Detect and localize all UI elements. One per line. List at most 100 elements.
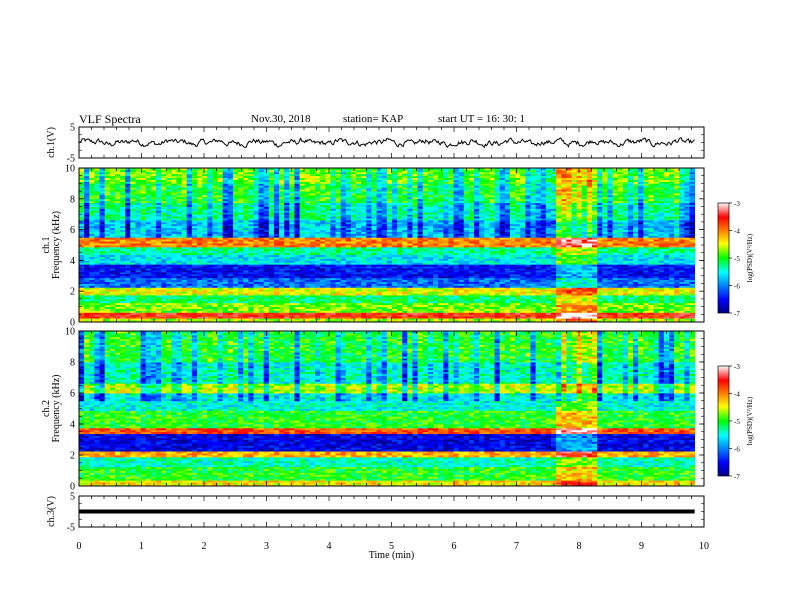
spectrogram-cell <box>161 168 167 171</box>
spectrogram-cell <box>89 181 95 184</box>
spectrogram-cell <box>145 204 152 207</box>
spectrogram-cell <box>166 223 172 227</box>
spectrogram-cell <box>125 241 131 244</box>
spectrogram-cell <box>79 179 85 182</box>
spectrogram-cell <box>161 175 167 179</box>
spectrogram-cell <box>114 223 121 227</box>
spectrogram-cell <box>150 287 157 290</box>
spectrogram-cell <box>99 229 106 232</box>
spectrogram-cell <box>176 296 182 300</box>
spectrogram-cell <box>94 177 100 180</box>
spectrogram-cell <box>89 168 95 171</box>
spectrogram-cell <box>166 181 172 184</box>
spectrogram-cell <box>181 271 188 275</box>
spectrogram-cell <box>89 295 95 298</box>
spectrogram-cell <box>155 179 162 182</box>
spectrogram-cell <box>130 320 136 323</box>
spectrogram-cell <box>176 218 182 221</box>
spectrogram-cell <box>181 171 188 175</box>
spectrogram-cell <box>84 298 90 302</box>
spectrogram-cell <box>79 296 85 300</box>
spectrogram-cell <box>140 187 147 190</box>
spectrogram-cell <box>150 229 157 232</box>
spectrogram-cell <box>145 245 152 248</box>
spectrogram-cell <box>94 312 100 315</box>
spectrogram-cell <box>125 320 131 323</box>
spectrogram-cell <box>140 229 147 232</box>
spectrogram-cell <box>99 302 106 306</box>
spectrogram-cell <box>125 202 131 205</box>
spectrogram-cell <box>94 273 100 277</box>
spectrogram-cell <box>181 314 188 317</box>
spectrogram-cell <box>109 227 116 231</box>
spectrogram-cell <box>125 235 131 238</box>
spectrogram-cell <box>191 250 198 254</box>
spectrogram-cell <box>181 283 188 286</box>
spectrogram-cell <box>130 177 136 180</box>
spectrogram-cell <box>135 185 141 188</box>
spectrogram-cell <box>166 252 172 256</box>
spectrogram-cell <box>161 225 167 229</box>
spectrogram-cell <box>79 216 85 219</box>
spectrogram-cell <box>186 168 193 171</box>
spectrogram-cell <box>84 185 90 188</box>
spectrogram-cell <box>109 268 116 271</box>
spectrogram-cell <box>104 187 111 190</box>
spectrogram-cell <box>161 316 167 319</box>
spectrogram-cell <box>181 187 188 190</box>
spectrogram-cell <box>186 293 193 296</box>
spectrogram-cell <box>140 287 147 290</box>
spectrogram-cell <box>171 268 177 271</box>
spectrogram-cell <box>140 246 147 250</box>
spectrogram-cell <box>94 179 100 182</box>
spectrogram-cell <box>135 204 141 207</box>
spectrogram-cell <box>176 260 182 263</box>
spectrogram-cell <box>109 296 116 300</box>
spectrogram-cell <box>166 289 172 292</box>
spectrogram-cell <box>130 185 136 188</box>
spectrogram-cell <box>166 193 172 196</box>
spectrogram-cell <box>89 204 95 207</box>
spectrogram-cell <box>140 189 147 192</box>
spectrogram-cell <box>104 233 111 236</box>
spectrogram-cell <box>191 246 198 250</box>
spectrogram-cell <box>145 173 152 177</box>
spectrogram-cell <box>155 208 162 211</box>
spectrogram-cell <box>130 212 136 215</box>
spectrogram-cell <box>166 250 172 254</box>
spectrogram-cell <box>120 175 126 179</box>
spectrogram-cell <box>104 200 111 204</box>
spectrogram-cell <box>114 316 121 319</box>
spectrogram-cell <box>125 316 131 319</box>
spectrogram-cell <box>99 204 106 207</box>
spectrogram-cell <box>150 260 157 263</box>
spectrogram-cell <box>181 245 188 248</box>
spectrogram-cell <box>109 260 116 263</box>
spectrogram-cell <box>99 281 106 284</box>
spectrogram-cell <box>125 248 131 252</box>
spectrogram-cell <box>109 283 116 286</box>
spectrogram-cell <box>161 181 167 184</box>
spectrogram-cell <box>109 241 116 244</box>
spectrogram-cell <box>135 245 141 248</box>
spectrogram-cell <box>171 308 177 311</box>
spectrogram-cell <box>94 218 100 221</box>
spectrogram-cell <box>176 221 182 225</box>
spectrogram-cell <box>135 314 141 317</box>
spectrogram-cell <box>99 289 106 292</box>
spectrogram-cell <box>130 250 136 254</box>
spectrogram-cell <box>135 300 141 304</box>
spectrogram-cell <box>84 173 90 177</box>
spectrogram-cell <box>166 179 172 182</box>
spectrogram-cell <box>140 243 147 246</box>
spectrogram-cell <box>84 256 90 259</box>
spectrogram-cell <box>89 219 95 223</box>
spectrogram-cell <box>145 289 152 292</box>
spectrogram-cell <box>79 283 85 286</box>
spectrogram-cell <box>79 206 85 209</box>
spectrogram-cell <box>84 179 90 182</box>
spectrogram-cell <box>104 185 111 188</box>
spectrogram-cell <box>166 279 172 282</box>
spectrogram-cell <box>155 181 162 184</box>
spectrogram-cell <box>125 310 131 313</box>
